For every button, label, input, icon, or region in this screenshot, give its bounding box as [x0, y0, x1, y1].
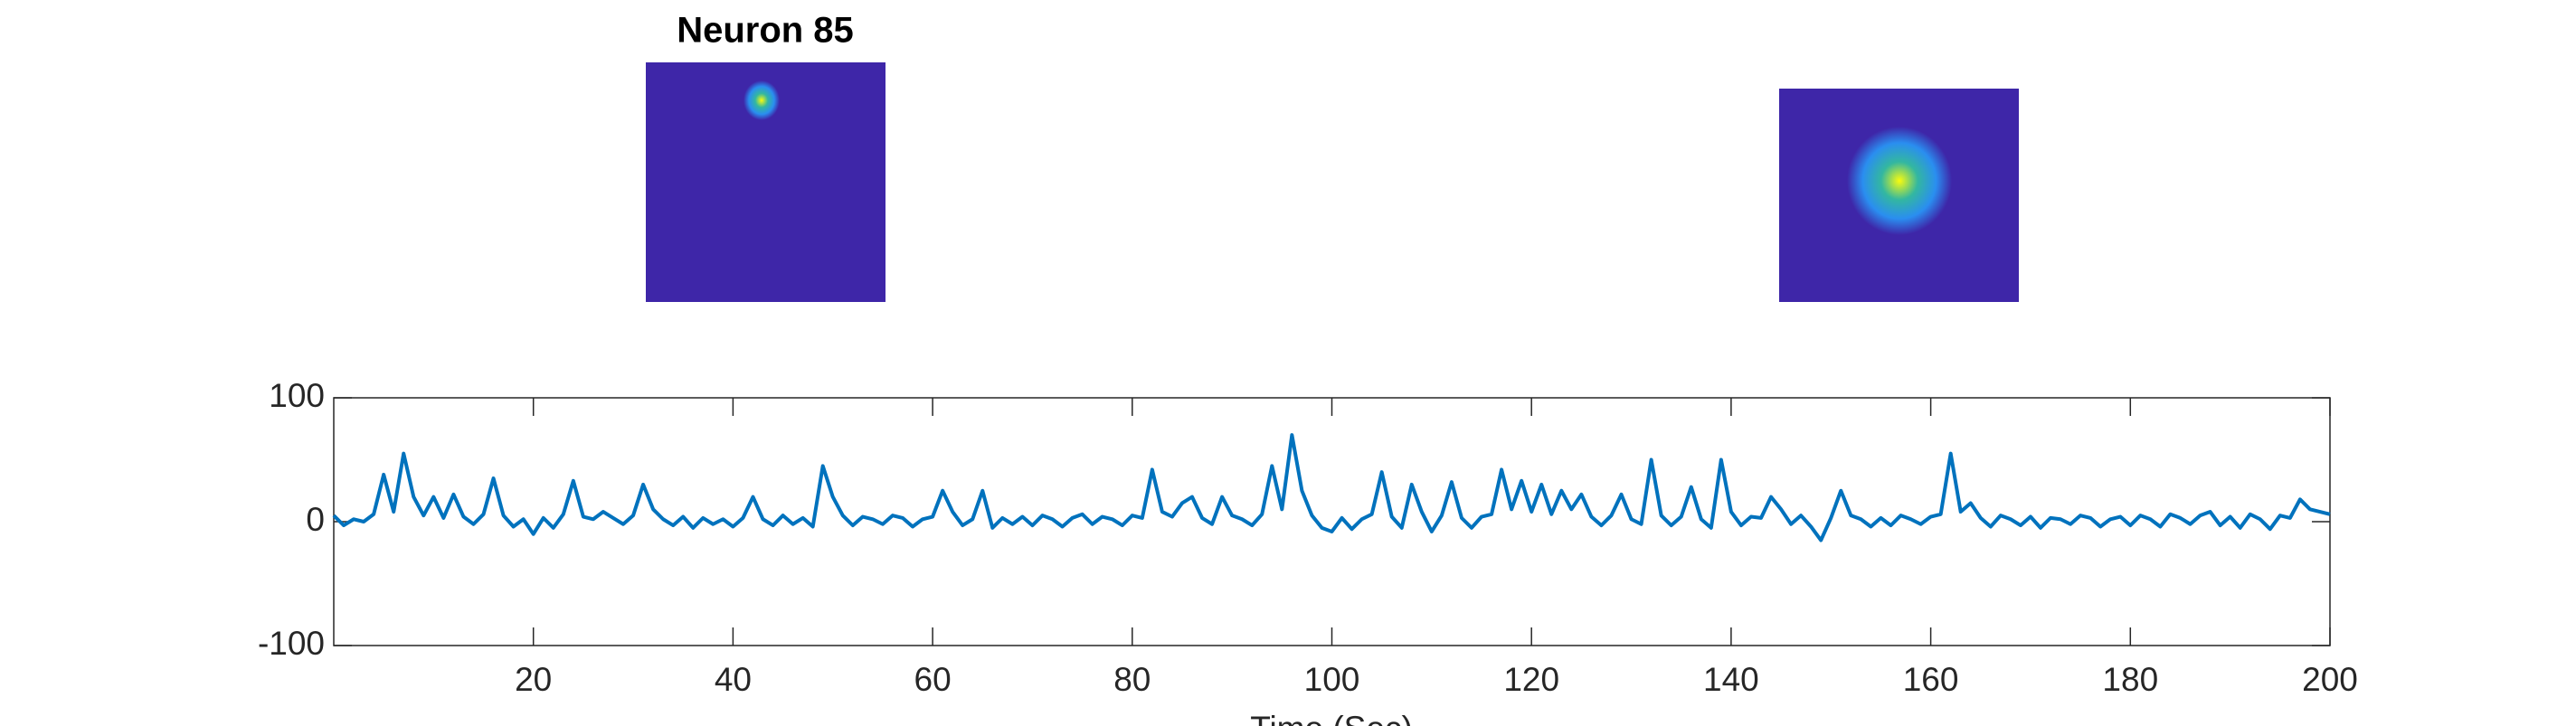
- x-tick-label: 140: [1703, 661, 1759, 698]
- x-tick-label: 60: [914, 661, 952, 698]
- y-tick-label: -100: [258, 625, 325, 662]
- x-tick-label: 20: [515, 661, 552, 698]
- x-tick-label: 160: [1903, 661, 1959, 698]
- y-tick-label: 100: [269, 377, 325, 414]
- trace-line: [332, 433, 2331, 542]
- footprint-spot: [743, 80, 780, 120]
- zoom-spot: [1847, 127, 1952, 235]
- x-tick-label: 200: [2302, 661, 2358, 698]
- plot-frame: [333, 397, 2331, 646]
- x-tick-label: 180: [2102, 661, 2158, 698]
- x-axis-label: Time (Sec): [1250, 710, 1413, 726]
- x-tick-label: 120: [1503, 661, 1559, 698]
- y-tick-label: 0: [306, 501, 325, 538]
- x-tick-label: 40: [715, 661, 752, 698]
- x-tick-label: 100: [1304, 661, 1360, 698]
- x-tick-label: 80: [1113, 661, 1151, 698]
- chart-title: Neuron 85: [677, 11, 854, 51]
